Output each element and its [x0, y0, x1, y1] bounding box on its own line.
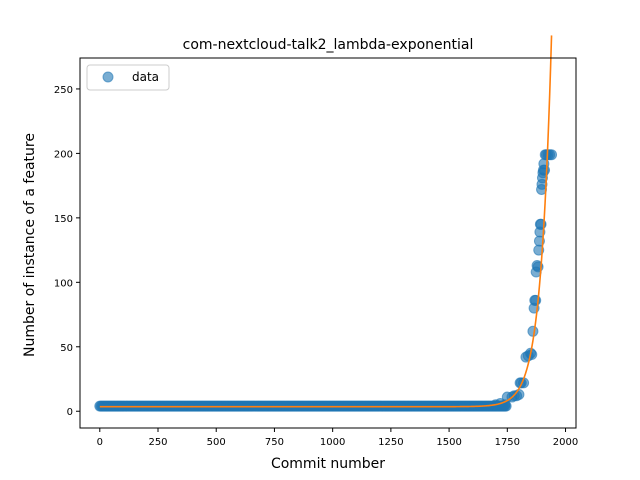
x-tick-label: 1000 [320, 437, 345, 448]
y-tick-label: 200 [54, 149, 73, 160]
y-tick-label: 150 [54, 214, 73, 225]
data-point [539, 164, 551, 176]
legend: data [86, 64, 170, 91]
x-tick-label: 2000 [553, 437, 578, 448]
x-tick-label: 0 [97, 437, 103, 448]
x-tick-label: 1250 [378, 437, 403, 448]
x-tick-label: 500 [207, 437, 226, 448]
axes-frame [79, 57, 577, 429]
y-tick-label: 250 [54, 85, 73, 96]
plot-area [80, 58, 576, 428]
data-layer [94, 35, 558, 412]
y-axis-label: Number of instance of a feature [22, 133, 38, 357]
x-tick-label: 750 [265, 437, 284, 448]
x-tick-label: 250 [148, 437, 167, 448]
y-tick-label: 0 [67, 407, 73, 418]
axes-layer: 0 250 500 750 1000 1250 1500 1750 2000 0 50 100 150 2… [54, 57, 578, 448]
y-tick-label: 100 [54, 278, 73, 289]
data-point [546, 149, 558, 161]
x-tick-label: 1500 [436, 437, 461, 448]
y-tick-label: 50 [60, 343, 73, 354]
legend-box [86, 64, 170, 91]
data-point [527, 325, 539, 337]
plot-background [80, 58, 576, 428]
legend-label-data: data [132, 70, 159, 84]
chart-title: com-nextcloud-talk2_lambda-exponential [183, 37, 474, 53]
x-axis-label: Commit number [271, 456, 385, 472]
legend-marker-data [102, 71, 114, 83]
x-tick-label: 1750 [495, 437, 520, 448]
fit-line [99, 35, 553, 408]
